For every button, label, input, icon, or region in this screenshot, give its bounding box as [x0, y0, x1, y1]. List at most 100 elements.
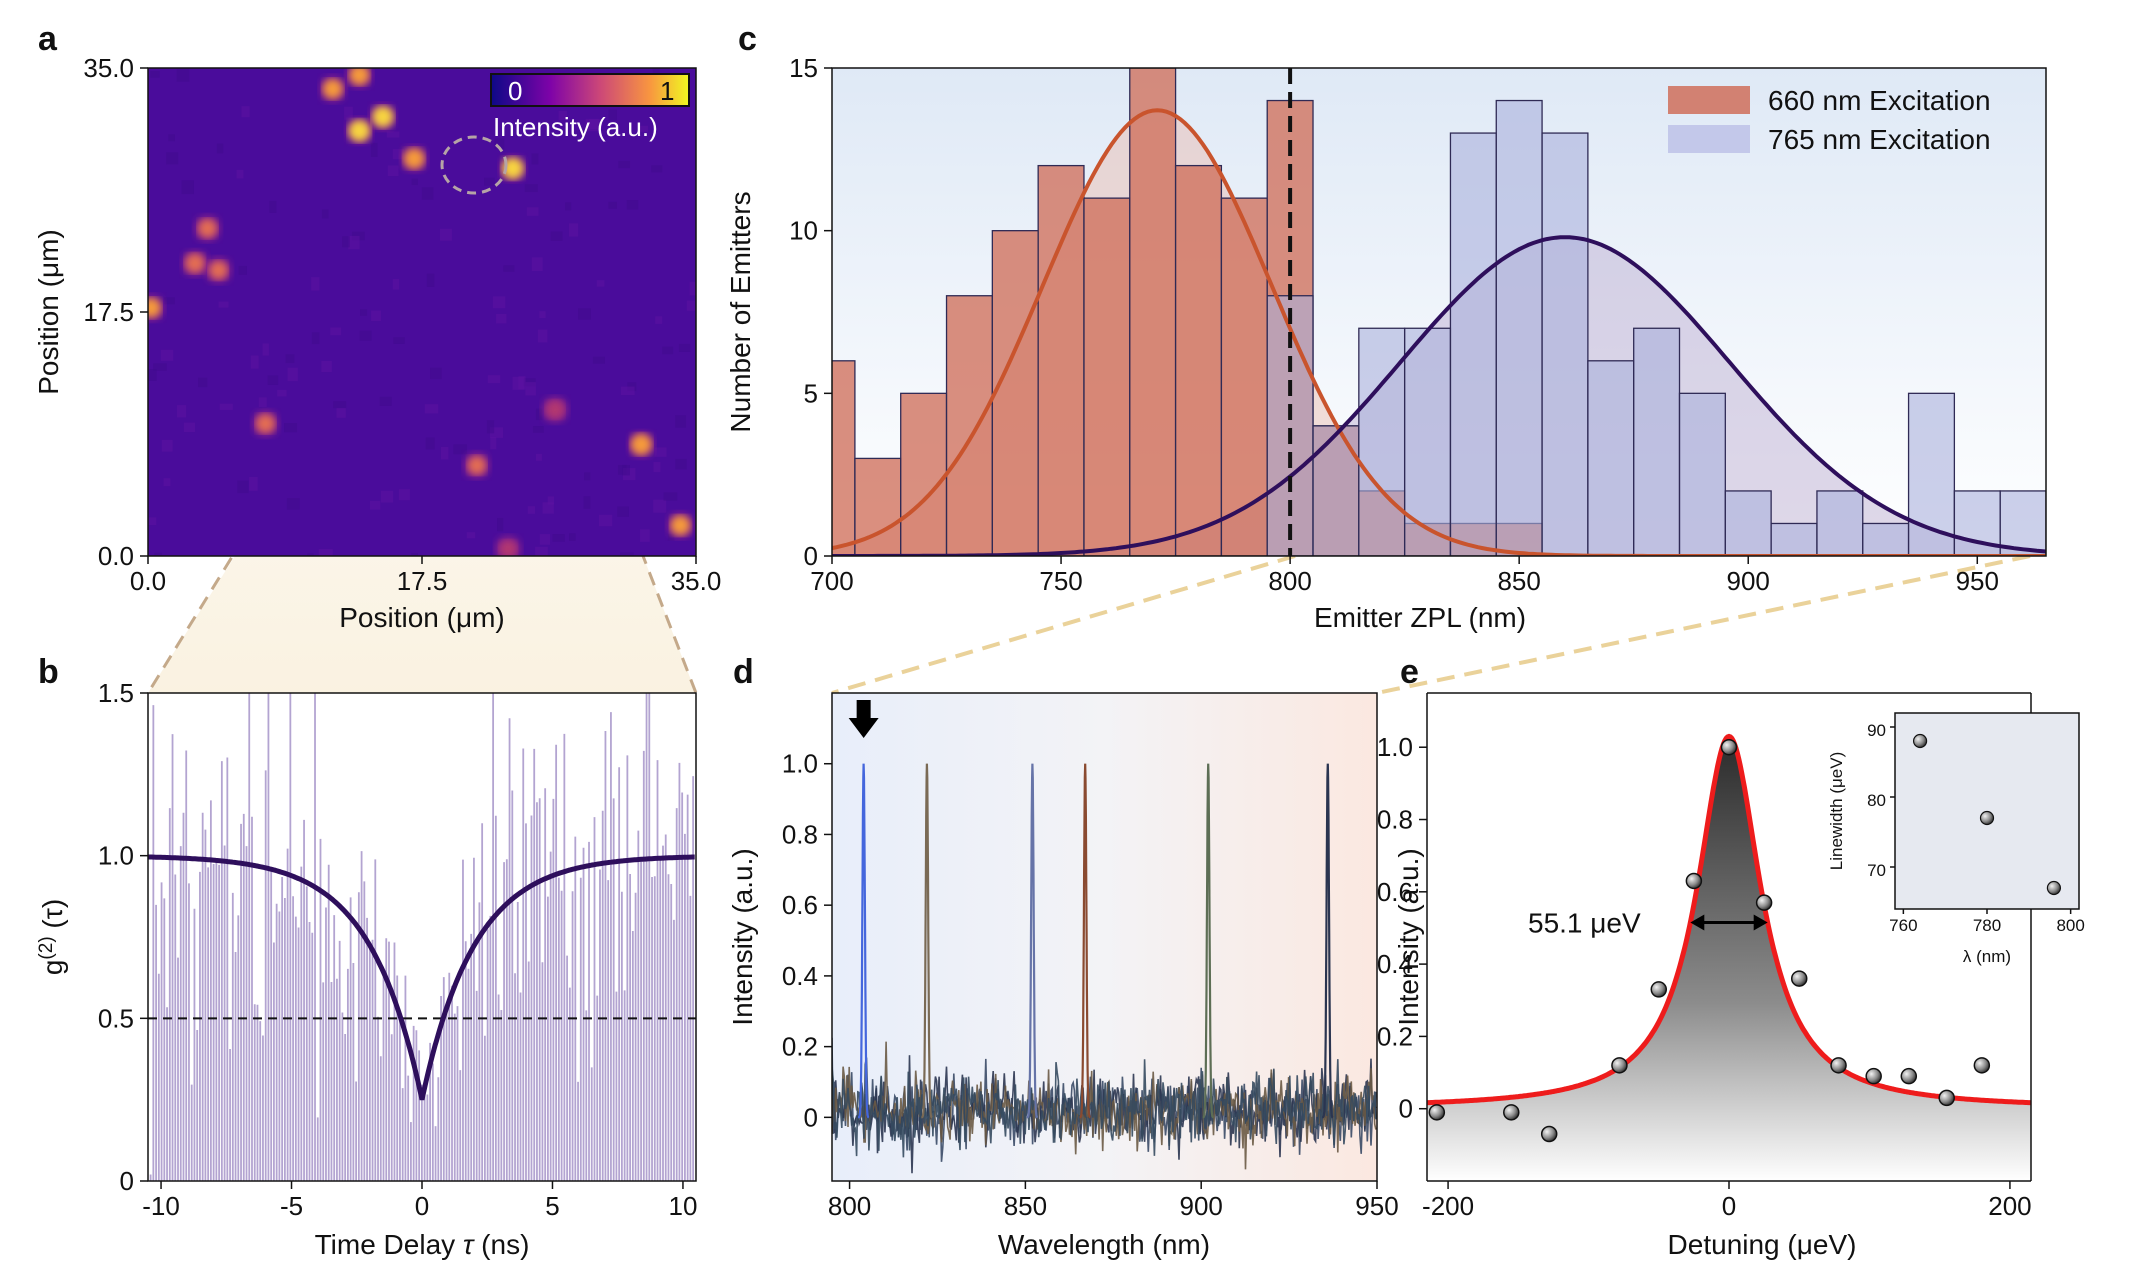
- heatmap-noise-pixel: [238, 265, 247, 275]
- data-point: [1503, 1104, 1520, 1121]
- panel-a-ytick-label: 17.5: [83, 297, 134, 327]
- heatmap-noise-pixel: [675, 458, 687, 470]
- emitter-spot-core: [322, 79, 343, 99]
- legend-swatch-765: [1668, 125, 1750, 153]
- heatmap-noise-pixel: [426, 273, 435, 287]
- fwhm-arrowhead-right: [1753, 914, 1768, 931]
- panel-d-ytick-label: 0.2: [782, 1032, 818, 1062]
- heatmap-noise-pixel: [181, 180, 194, 195]
- heatmap-noise-pixel: [663, 492, 678, 501]
- panel-d-xtick-label: 900: [1179, 1191, 1222, 1221]
- heatmap-noise-pixel: [168, 134, 175, 142]
- heatmap-noise-pixel: [161, 439, 173, 452]
- bar-765nm: [1541, 132, 1589, 556]
- heatmap-noise-pixel: [166, 152, 179, 165]
- heatmap-noise-pixel: [552, 534, 565, 542]
- panel-e-ytick-label: 0.8: [1377, 805, 1413, 835]
- emitter-spot: [148, 294, 165, 321]
- heatmap-noise-pixel: [424, 404, 439, 414]
- fit-curve-660: [832, 108, 2046, 556]
- panel-a-xtick-label: 17.5: [397, 566, 448, 596]
- heatmap-noise-pixel: [398, 489, 410, 501]
- data-point: [1650, 981, 1668, 998]
- panel-a-ylabel: Position (μm): [33, 229, 64, 395]
- panel-e-ytick-label: 1.0: [1377, 732, 1413, 762]
- panel-d-ytick-label: 0.4: [782, 961, 818, 991]
- heatmap-noise-pixel: [527, 506, 536, 514]
- panel-d-ytick-label: 0.8: [782, 819, 818, 849]
- heatmap-noise-pixel: [392, 279, 400, 290]
- heatmap-noise-pixel: [176, 68, 190, 82]
- emitter-spot: [319, 75, 346, 102]
- heatmap-noise-pixel: [535, 408, 543, 421]
- panel-d-ytick-label: 0: [804, 1102, 818, 1132]
- heatmap-noise-pixel: [542, 502, 554, 514]
- heatmap-noise-pixel: [236, 169, 244, 179]
- selected-emitter-circle: [440, 135, 508, 195]
- panel-e-ytick-label: 0: [1399, 1094, 1413, 1124]
- data-point: [1790, 970, 1808, 987]
- heatmap-noise-pixel: [393, 337, 405, 344]
- heatmap-noise-pixel: [258, 397, 267, 408]
- colorbar: 0 1 Intensity (a.u.): [490, 73, 690, 142]
- heatmap-noise-pixel: [421, 187, 434, 200]
- spectral-peak: [1026, 763, 1038, 1119]
- heatmap-noise-pixel: [198, 377, 208, 388]
- panel-e-ytick-label: 0.4: [1377, 949, 1413, 979]
- emitter-spot: [346, 117, 373, 144]
- heatmap-noise-pixel: [608, 109, 617, 121]
- legend-label-765: 765 nm Excitation: [1768, 124, 1991, 155]
- emitter-spot: [252, 410, 279, 437]
- heatmap-noise-pixel: [608, 201, 617, 209]
- panel-letter-d: d: [733, 653, 754, 691]
- panel-d-ytick-label: 0.6: [782, 890, 818, 920]
- data-point: [1611, 1057, 1628, 1074]
- heatmap-noise-pixel: [490, 436, 497, 450]
- heatmap-noise-pixel: [558, 110, 567, 121]
- heatmap-noise-pixel: [638, 125, 648, 132]
- heatmap-noise-pixel: [494, 138, 505, 150]
- bar-765nm: [1816, 490, 1864, 556]
- heatmap-noise-pixel: [518, 376, 526, 390]
- panel-c-xtick-label: 900: [1727, 566, 1770, 596]
- heatmap-noise-pixel: [640, 529, 650, 542]
- heatmap-noise-pixel: [486, 420, 495, 434]
- fwhm-label: 55.1 μeV: [1528, 908, 1641, 939]
- panel-d-xtick-label: 950: [1355, 1191, 1398, 1221]
- heatmap-noise-pixel: [484, 177, 495, 186]
- inset-ytick-label: 70: [1867, 861, 1886, 880]
- bar-765nm: [1587, 360, 1635, 556]
- heatmap-noise-pixel: [163, 478, 171, 487]
- bar-660nm: [900, 392, 948, 556]
- emitter-spot-core: [256, 414, 275, 433]
- data-point: [1428, 1104, 1446, 1121]
- heatmap-noise-pixel: [369, 500, 381, 510]
- noise-trace: [832, 1057, 1377, 1158]
- heatmap-noise-pixel: [183, 422, 196, 433]
- heatmap-noise-pixel: [392, 149, 405, 160]
- panel-e-linewidth: 55.1 μeV -200 0 200 0 0.2 0.4 0.6 0.8 1.0 Detuni…: [1377, 692, 2085, 1260]
- heatmap-noise-pixel: [342, 236, 350, 248]
- heatmap-noise-pixel: [565, 202, 572, 211]
- heatmap-noise-pixel: [371, 310, 381, 322]
- bar-660nm: [1220, 197, 1268, 556]
- panel-c-ytick-label: 15: [789, 53, 818, 83]
- bar-660nm: [1174, 164, 1223, 556]
- heatmap-noise-pixel: [653, 499, 667, 513]
- bar-660nm: [1037, 164, 1085, 556]
- bar-765nm: [1312, 425, 1360, 556]
- emitter-spot-core: [372, 106, 394, 128]
- heatmap-noise-pixel: [269, 200, 277, 213]
- data-point: [1865, 1067, 1882, 1085]
- bar-765nm: [1770, 522, 1818, 556]
- panel-d-xtick-label: 850: [1004, 1191, 1047, 1221]
- heatmap-noise-pixel: [439, 228, 452, 241]
- heatmap-noise-pixel: [411, 178, 418, 186]
- panel-c-ylabel: Number of Emitters: [725, 191, 756, 432]
- panel-a-xtick-label: 35.0: [671, 566, 722, 596]
- heatmap-noise-pixel: [370, 142, 378, 157]
- bar-765nm: [1403, 327, 1452, 556]
- heatmap-noise-pixel: [487, 375, 501, 384]
- heatmap-noise-pixel: [550, 231, 563, 241]
- emitter-spot: [346, 68, 373, 88]
